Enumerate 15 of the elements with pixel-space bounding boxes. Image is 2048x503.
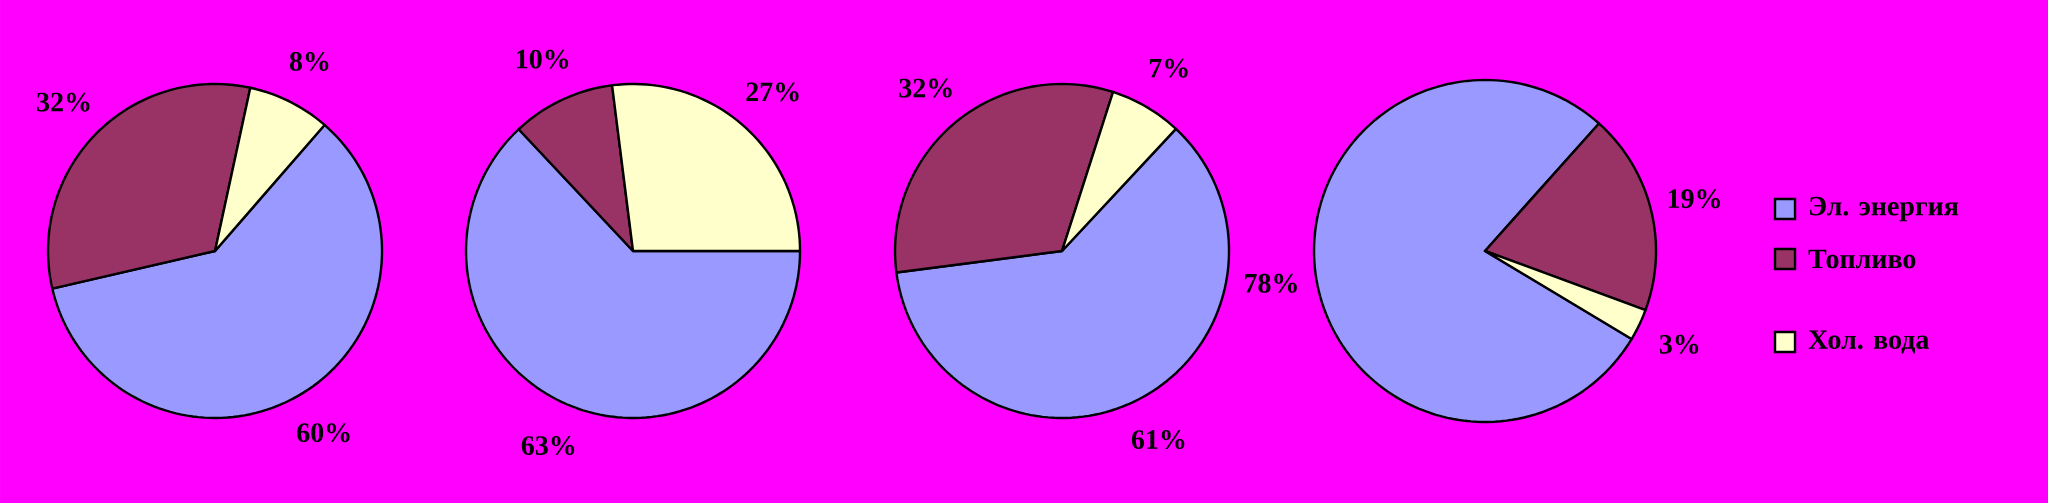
data-label: 32% — [37, 92, 90, 112]
data-label: 3% — [1659, 334, 1699, 354]
legend-label: Хол. вода — [1808, 330, 1929, 354]
data-label: 8% — [289, 51, 329, 71]
data-label: 32% — [899, 78, 952, 98]
data-label: 78% — [1245, 273, 1297, 293]
data-label: 60% — [297, 423, 350, 443]
data-label: 19% — [1668, 189, 1720, 209]
legend-label: Топливо — [1808, 249, 1916, 269]
data-label: 7% — [1149, 58, 1188, 78]
data-label: 27% — [746, 82, 799, 102]
data-label: 61% — [1131, 430, 1185, 450]
data-label: 63% — [521, 436, 575, 456]
legend-label: Эл. энергия — [1810, 196, 1959, 222]
data-label: 10% — [517, 49, 569, 69]
